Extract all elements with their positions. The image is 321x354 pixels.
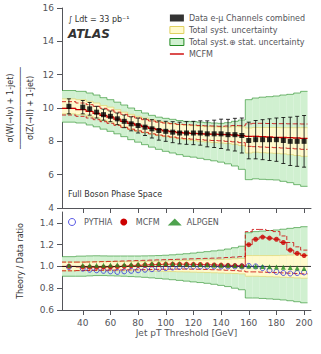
svg-text:Theory / Data ratio: Theory / Data ratio — [16, 223, 25, 300]
svg-text:6: 6 — [48, 170, 54, 180]
svg-text:Full Boson Phase Space: Full Boson Phase Space — [68, 190, 162, 199]
svg-text:1.0: 1.0 — [40, 261, 55, 271]
svg-text:1.2: 1.2 — [40, 240, 54, 250]
svg-text:σ(W(→lν) + 1-jet): σ(W(→lν) + 1-jet) — [6, 74, 15, 143]
svg-text:0.8: 0.8 — [40, 283, 55, 293]
svg-text:10: 10 — [43, 103, 55, 113]
svg-text:200: 200 — [295, 318, 312, 328]
svg-text:Jet pT Threshold [GeV]: Jet pT Threshold [GeV] — [135, 328, 238, 338]
svg-text:Total syst. uncertainty: Total syst. uncertainty — [188, 26, 278, 35]
svg-text:ALPGEN: ALPGEN — [187, 218, 219, 227]
svg-text:14: 14 — [43, 36, 55, 46]
svg-text:Total syst.⊕ stat. uncertainty: Total syst.⊕ stat. uncertainty — [188, 38, 305, 47]
svg-text:4: 4 — [48, 203, 54, 213]
svg-text:∫ Ldt = 33 pb⁻¹: ∫ Ldt = 33 pb⁻¹ — [68, 15, 129, 24]
svg-text:180: 180 — [268, 318, 285, 328]
svg-text:MCFM: MCFM — [136, 218, 160, 227]
svg-text:140: 140 — [212, 318, 229, 328]
svg-text:60: 60 — [105, 318, 117, 328]
svg-text:160: 160 — [240, 318, 257, 328]
svg-text:16: 16 — [43, 3, 55, 13]
svg-text:σ(Z(→ll) + 1-jet): σ(Z(→ll) + 1-jet) — [26, 76, 35, 140]
svg-text:8: 8 — [48, 136, 54, 146]
svg-text:ATLAS: ATLAS — [67, 27, 110, 41]
svg-text:120: 120 — [185, 318, 202, 328]
svg-text:Data e-μ Channels combined: Data e-μ Channels combined — [189, 14, 305, 23]
svg-text:─────────────────: ───────────────── — [16, 67, 25, 150]
svg-text:1.4: 1.4 — [40, 218, 55, 228]
svg-text:PYTHIA: PYTHIA — [84, 218, 113, 227]
svg-text:MCFM: MCFM — [189, 50, 213, 59]
svg-text:100: 100 — [157, 318, 174, 328]
svg-text:80: 80 — [132, 318, 144, 328]
svg-text:12: 12 — [43, 70, 54, 80]
svg-text:0.6: 0.6 — [40, 305, 55, 315]
svg-text:40: 40 — [77, 318, 89, 328]
